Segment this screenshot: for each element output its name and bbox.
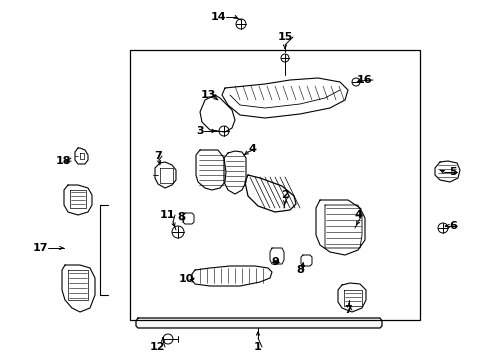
Text: 8: 8 xyxy=(177,212,184,222)
Text: 13: 13 xyxy=(200,90,215,100)
Text: 4: 4 xyxy=(353,210,361,220)
Text: 6: 6 xyxy=(448,221,456,231)
Text: 12: 12 xyxy=(149,342,164,352)
Text: 14: 14 xyxy=(210,12,225,22)
Text: 1: 1 xyxy=(254,342,262,352)
Text: 8: 8 xyxy=(296,265,303,275)
Text: 3: 3 xyxy=(196,126,203,136)
Text: 18: 18 xyxy=(55,156,71,166)
Text: 16: 16 xyxy=(356,75,372,85)
Text: 7: 7 xyxy=(154,151,162,161)
Text: 11: 11 xyxy=(159,210,174,220)
Text: 2: 2 xyxy=(281,190,288,200)
Text: 5: 5 xyxy=(448,167,456,177)
Text: 17: 17 xyxy=(32,243,48,253)
Bar xyxy=(130,50,419,320)
Text: 7: 7 xyxy=(344,305,351,315)
Text: 15: 15 xyxy=(277,32,292,42)
Text: 10: 10 xyxy=(178,274,193,284)
Text: 4: 4 xyxy=(247,144,255,154)
Text: 9: 9 xyxy=(270,257,278,267)
